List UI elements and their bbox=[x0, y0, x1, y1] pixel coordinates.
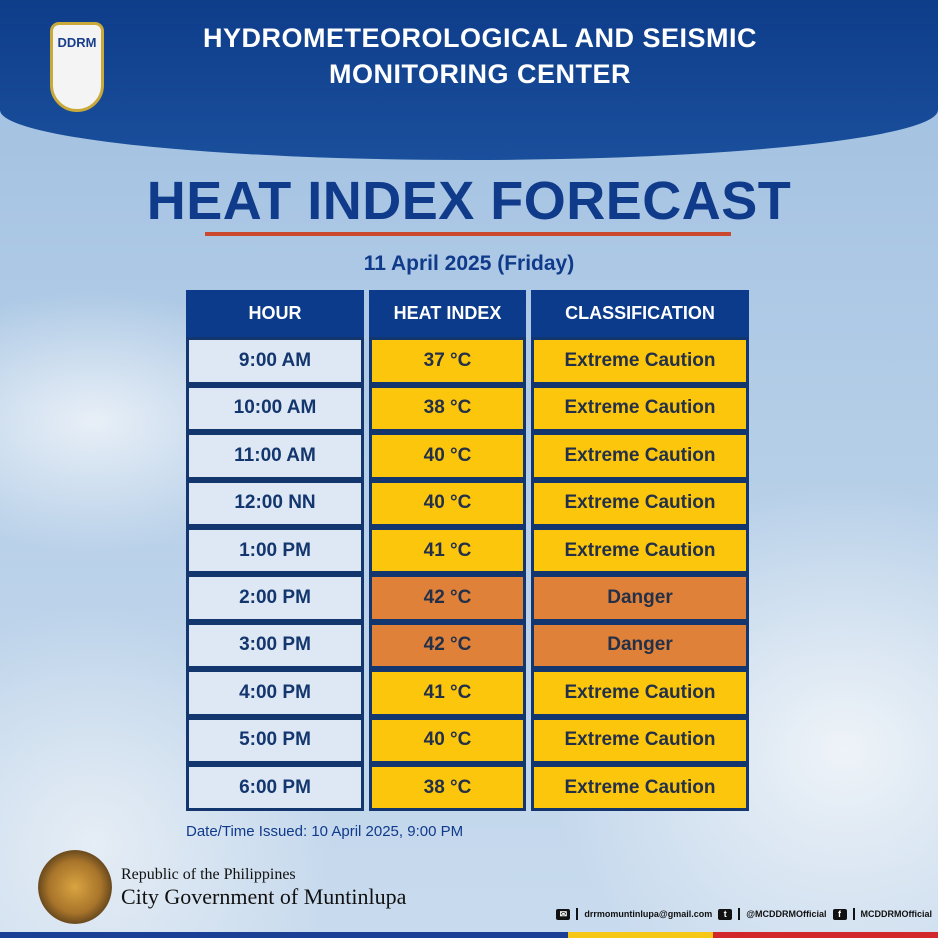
heat-index-cell: 38 °C bbox=[369, 763, 526, 812]
table-row: 2:00 PM 42 °C Danger bbox=[186, 574, 749, 622]
classification-cell: Extreme Caution bbox=[531, 432, 749, 480]
mail-icon: ✉ bbox=[556, 908, 571, 920]
heat-index-cell: 37 °C bbox=[369, 337, 526, 385]
heat-index-cell: 41 °C bbox=[369, 526, 526, 575]
classification-cell: Extreme Caution bbox=[531, 337, 749, 385]
header-title: HYDROMETEOROLOGICAL AND SEISMIC MONITORI… bbox=[202, 23, 758, 89]
classification-cell: Extreme Caution bbox=[531, 716, 749, 764]
classification-cell: Extreme Caution bbox=[531, 763, 749, 812]
ddrm-logo: DDRM bbox=[50, 22, 104, 112]
forecast-date: 11 April 2025 (Friday) bbox=[363, 252, 575, 275]
government-name: Republic of the Philippines City Governm… bbox=[121, 866, 407, 909]
hour-cell: 6:00 PM bbox=[186, 763, 364, 812]
twitter-icon: t bbox=[718, 908, 733, 920]
column-header-hour: HOUR bbox=[186, 290, 364, 338]
table-row: 3:00 PM 42 °C Danger bbox=[186, 621, 749, 670]
contacts: ✉ drrmomuntinlupa@gmail.com t @MCDDRMOff… bbox=[556, 908, 932, 920]
heat-index-cell: 42 °C bbox=[369, 621, 526, 670]
facebook-icon: f bbox=[832, 908, 847, 920]
column-header-classification: CLASSIFICATION bbox=[531, 290, 749, 338]
muntinlupa-seal bbox=[38, 850, 112, 924]
heat-index-cell: 41 °C bbox=[369, 669, 526, 717]
table-row: 12:00 NN 40 °C Extreme Caution bbox=[186, 479, 749, 527]
table-row: 6:00 PM 38 °C Extreme Caution bbox=[186, 763, 749, 812]
hour-cell: 5:00 PM bbox=[186, 716, 364, 764]
hour-cell: 1:00 PM bbox=[186, 526, 364, 575]
column-header-heat-index: HEAT INDEX bbox=[369, 290, 526, 338]
hour-cell: 12:00 NN bbox=[186, 479, 364, 527]
hour-cell: 9:00 AM bbox=[186, 337, 364, 385]
email-link[interactable]: drrmomuntinlupa@gmail.com bbox=[584, 909, 713, 919]
classification-cell: Extreme Caution bbox=[531, 526, 749, 575]
heat-index-table: HOUR HEAT INDEX CLASSIFICATION 9:00 AM 3… bbox=[186, 290, 749, 812]
classification-cell: Extreme Caution bbox=[531, 384, 749, 433]
page-title: HEAT INDEX FORECAST bbox=[146, 171, 792, 231]
heat-index-cell: 40 °C bbox=[369, 716, 526, 764]
facebook-link[interactable]: MCDDRMOfficial bbox=[860, 909, 933, 919]
heat-index-cell: 40 °C bbox=[369, 479, 526, 527]
table-row: 4:00 PM 41 °C Extreme Caution bbox=[186, 669, 749, 717]
header-banner bbox=[0, 0, 938, 160]
hour-cell: 4:00 PM bbox=[186, 669, 364, 717]
twitter-link[interactable]: @MCDDRMOfficial bbox=[746, 909, 827, 919]
classification-cell: Danger bbox=[531, 574, 749, 622]
classification-cell: Danger bbox=[531, 621, 749, 670]
table-row: 9:00 AM 37 °C Extreme Caution bbox=[186, 337, 749, 385]
heat-index-cell: 40 °C bbox=[369, 432, 526, 480]
table-row: 11:00 AM 40 °C Extreme Caution bbox=[186, 432, 749, 480]
heat-index-cell: 38 °C bbox=[369, 384, 526, 433]
table-header: HOUR HEAT INDEX CLASSIFICATION bbox=[186, 290, 749, 338]
hour-cell: 10:00 AM bbox=[186, 384, 364, 433]
classification-cell: Extreme Caution bbox=[531, 669, 749, 717]
table-row: 1:00 PM 41 °C Extreme Caution bbox=[186, 526, 749, 575]
flag-stripe bbox=[0, 932, 938, 938]
table-row: 10:00 AM 38 °C Extreme Caution bbox=[186, 384, 749, 433]
heat-index-cell: 42 °C bbox=[369, 574, 526, 622]
hour-cell: 11:00 AM bbox=[186, 432, 364, 480]
hour-cell: 3:00 PM bbox=[186, 621, 364, 670]
title-underline bbox=[205, 232, 731, 236]
issued-datetime: Date/Time Issued: 10 April 2025, 9:00 PM bbox=[186, 823, 464, 840]
classification-cell: Extreme Caution bbox=[531, 479, 749, 527]
table-row: 5:00 PM 40 °C Extreme Caution bbox=[186, 716, 749, 764]
hour-cell: 2:00 PM bbox=[186, 574, 364, 622]
